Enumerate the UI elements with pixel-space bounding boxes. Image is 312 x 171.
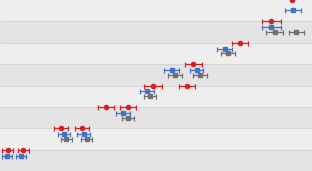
Bar <box>0 64 312 86</box>
Bar <box>0 43 312 64</box>
Bar <box>0 21 312 43</box>
Bar <box>0 0 312 21</box>
Bar <box>0 86 312 107</box>
Bar <box>0 128 312 150</box>
Bar <box>0 107 312 128</box>
Bar <box>0 150 312 171</box>
